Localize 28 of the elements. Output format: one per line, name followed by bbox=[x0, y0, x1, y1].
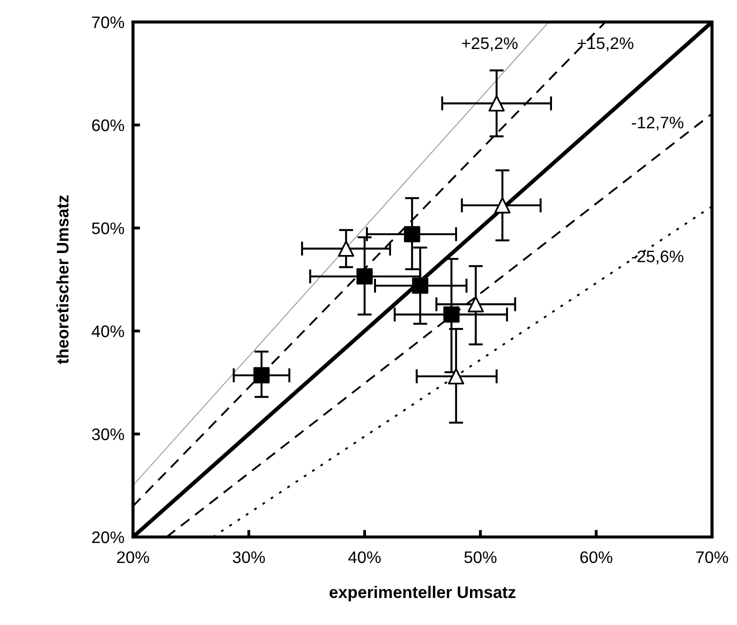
y-tick-label: 30% bbox=[92, 428, 124, 440]
x-tick-label: 50% bbox=[464, 551, 496, 564]
y-tick-label: 50% bbox=[92, 222, 124, 234]
x-axis-title: experimenteller Umsatz bbox=[330, 586, 516, 602]
annotation: -25,6% bbox=[632, 250, 684, 264]
point bbox=[412, 278, 428, 294]
point bbox=[404, 226, 420, 242]
y-tick-label: 60% bbox=[92, 119, 124, 132]
point bbox=[356, 268, 373, 285]
x-tick-label: 20% bbox=[117, 551, 150, 564]
annotation: +25,2% bbox=[462, 37, 518, 52]
annotation: +15,2% bbox=[578, 37, 634, 52]
point bbox=[468, 296, 484, 312]
annotation: -12,7% bbox=[632, 116, 684, 130]
y-axis-title: theoretischer Umsatz bbox=[56, 195, 69, 364]
y-tick-label: 70% bbox=[92, 16, 124, 28]
x-tick-label: 70% bbox=[696, 551, 728, 564]
x-tick-label: 30% bbox=[232, 551, 265, 564]
x-tick-label: 40% bbox=[348, 551, 381, 564]
point bbox=[494, 197, 511, 214]
point bbox=[443, 306, 460, 323]
y-tick-label: 40% bbox=[92, 325, 124, 338]
point bbox=[448, 368, 464, 384]
x-tick-label: 60% bbox=[580, 551, 612, 564]
y-tick-label: 20% bbox=[92, 531, 124, 544]
point bbox=[488, 95, 505, 112]
point bbox=[253, 367, 270, 384]
point bbox=[338, 240, 354, 257]
